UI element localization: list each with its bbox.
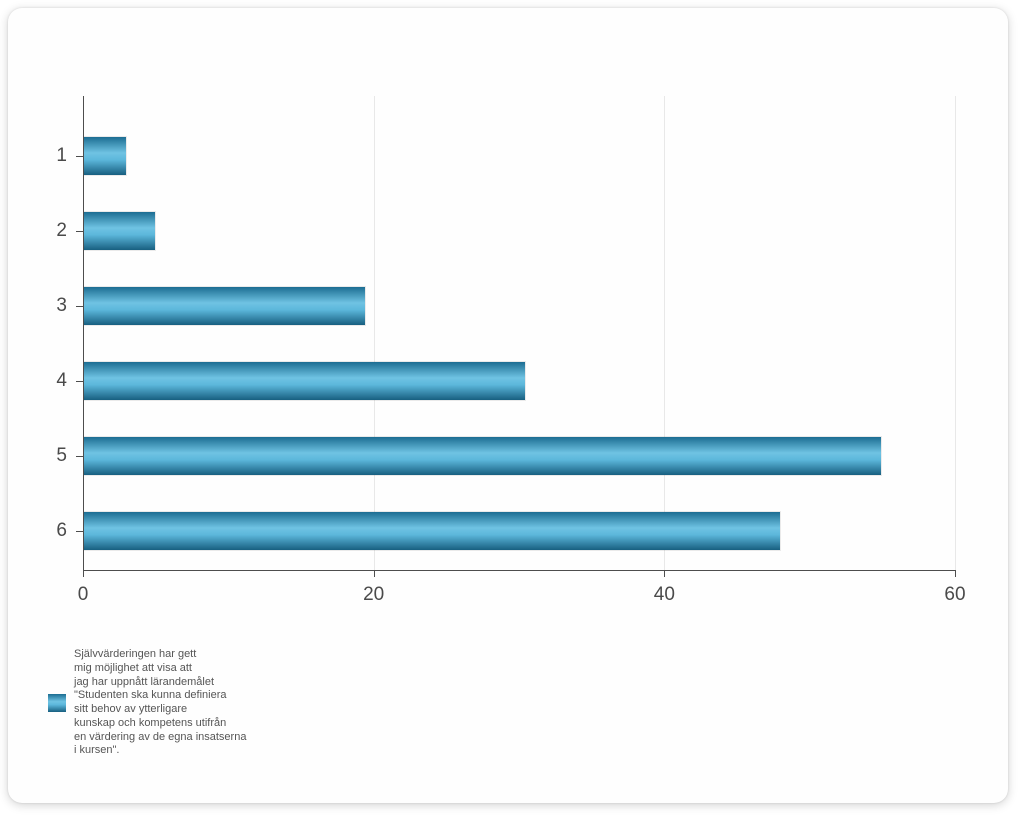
legend-swatch [48, 694, 66, 712]
y-axis-label: 5 [37, 445, 67, 467]
x-axis-tick [664, 570, 665, 577]
y-axis-label: 2 [37, 220, 67, 242]
x-axis-tick [83, 570, 84, 577]
bar [83, 211, 156, 251]
x-axis-label: 40 [634, 584, 694, 606]
x-axis-label: 0 [53, 584, 113, 606]
y-axis-tick [76, 456, 83, 457]
plot-area: 1234560204060 [83, 96, 955, 570]
x-axis-tick [955, 570, 956, 577]
bar [83, 511, 781, 551]
bar [83, 136, 127, 176]
bar [83, 436, 882, 476]
bar [83, 361, 526, 401]
chart-card: 1234560204060 Självvärderingen har gett … [8, 8, 1008, 803]
y-axis-label: 3 [37, 295, 67, 317]
y-axis-tick [76, 231, 83, 232]
bar [83, 286, 366, 326]
y-axis-tick [76, 306, 83, 307]
gridline [664, 96, 665, 570]
legend: Självvärderingen har gett mig möjlighet … [48, 648, 246, 758]
y-axis-tick [76, 531, 83, 532]
x-axis-tick [374, 570, 375, 577]
y-axis-label: 1 [37, 145, 67, 167]
y-axis-tick [76, 156, 83, 157]
y-axis-tick [76, 381, 83, 382]
y-axis-label: 4 [37, 370, 67, 392]
y-axis-line [83, 96, 84, 570]
gridline [374, 96, 375, 570]
y-axis-label: 6 [37, 520, 67, 542]
x-axis-label: 60 [925, 584, 985, 606]
x-axis-line [83, 570, 955, 571]
legend-text: Självvärderingen har gett mig möjlighet … [74, 648, 246, 758]
gridline [955, 96, 956, 570]
x-axis-label: 20 [344, 584, 404, 606]
